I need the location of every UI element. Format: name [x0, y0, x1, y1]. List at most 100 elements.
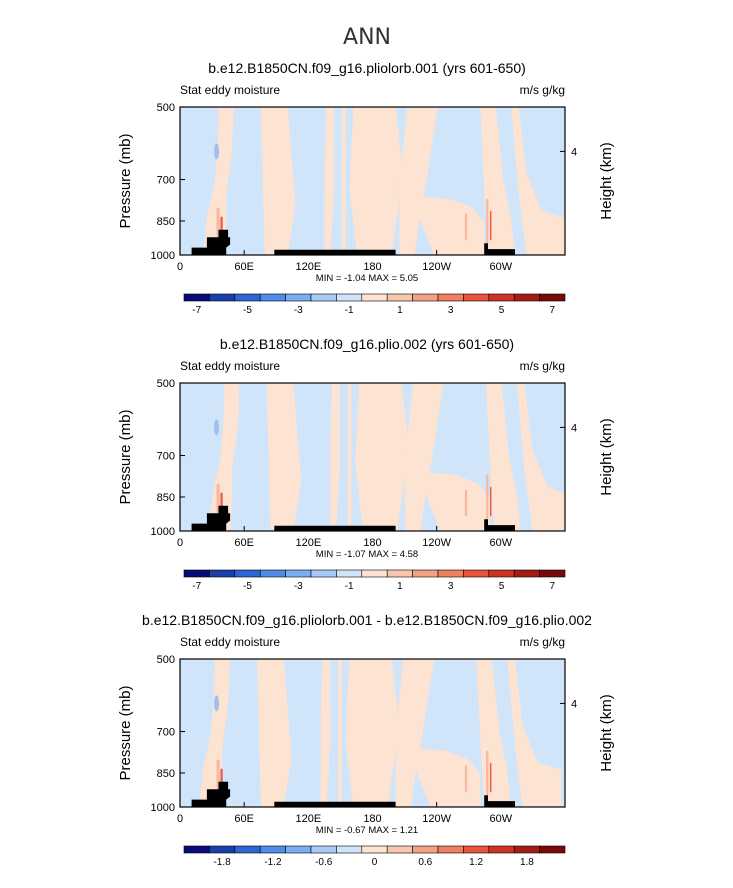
high-value-streak [489, 210, 492, 241]
colorbar-swatch [310, 845, 337, 854]
x-tick-label: 180 [363, 813, 381, 825]
colorbar-swatch [386, 569, 413, 578]
x-tick-label: 0 [177, 261, 183, 273]
high-value-streak [486, 198, 489, 244]
colorbar-swatch [285, 845, 312, 854]
colorbar-swatch [259, 845, 286, 854]
panel-right-label: m/s g/kg [520, 635, 565, 649]
positive-region [399, 107, 438, 255]
colorbar-swatch [234, 845, 261, 854]
x-tick-label: 60W [490, 813, 513, 825]
x-tick-label: 120W [422, 813, 451, 825]
y-right-axis-label: Height (km) [598, 694, 615, 772]
colorbar-swatch [285, 569, 312, 578]
colorbar-label: -1.8 [213, 857, 231, 868]
colorbar-swatch [463, 569, 490, 578]
colorbar-swatch [183, 845, 210, 854]
positive-region [476, 659, 512, 807]
colorbar-swatch [310, 569, 337, 578]
colorbar-label: 1 [397, 581, 403, 592]
x-tick-label: 180 [363, 261, 381, 273]
y-right-tick-label: 4 [571, 698, 577, 710]
colorbar-label: 5 [499, 581, 505, 592]
positive-region [355, 383, 410, 531]
colorbar-swatch [259, 293, 286, 302]
land-mask [191, 229, 231, 255]
x-tick-label: 60E [234, 537, 254, 549]
positive-region [324, 107, 334, 255]
y-tick-label: 1000 [151, 802, 175, 814]
panel-title: b.e12.B1850CN.f09_g16.plio.002 (yrs 601-… [220, 336, 514, 352]
y-right-tick-label: 4 [571, 422, 577, 434]
x-tick-label: 60E [234, 261, 254, 273]
x-tick-label: 120W [422, 261, 451, 273]
colorbar-label: -1 [345, 581, 354, 592]
panel-left-label: Stat eddy moisture [180, 83, 280, 97]
land-mask [484, 243, 515, 255]
land-mask [274, 525, 396, 531]
positive-region [341, 107, 346, 255]
positive-region [407, 747, 481, 807]
colorbar-swatch [285, 293, 312, 302]
colorbar-swatch [209, 845, 236, 854]
x-tick-label: 120W [422, 537, 451, 549]
colorbar-label: -1 [345, 305, 354, 316]
y-tick-label: 850 [157, 768, 175, 780]
x-tick-label: 0 [177, 813, 183, 825]
positive-region [405, 383, 444, 531]
positive-region [480, 107, 515, 255]
high-value-streak [486, 750, 489, 796]
colorbar: -7 -5 -3 -1 1 3 5 7 [183, 569, 566, 592]
colorbar-label: -3 [294, 305, 303, 316]
x-tick-label: 120E [295, 261, 321, 273]
y-tick-label: 1000 [151, 250, 175, 262]
colorbar-swatch [437, 293, 464, 302]
negative-blob [214, 695, 220, 712]
y-tick-label: 500 [157, 102, 175, 114]
positive-region [416, 471, 490, 531]
high-value-streak [464, 765, 468, 793]
stats-label: MIN = -1.04 MAX = 5.05 [316, 273, 418, 284]
colorbar-swatch [539, 845, 566, 854]
colorbar-swatch [234, 569, 261, 578]
panel-left-label: Stat eddy moisture [180, 359, 280, 373]
colorbar-label: 0 [372, 857, 378, 868]
colorbar-swatch [437, 569, 464, 578]
y-axis-label: Pressure (mb) [117, 685, 134, 780]
land-mask [274, 801, 396, 807]
panel-title: b.e12.B1850CN.f09_g16.pliolorb.001 - b.e… [142, 612, 592, 628]
x-tick-label: 60W [490, 537, 513, 549]
positive-region [222, 383, 232, 531]
land-mask [484, 519, 515, 531]
y-tick-label: 500 [157, 378, 175, 390]
negative-blob [214, 143, 220, 160]
positive-region [349, 107, 404, 255]
colorbar-swatch [361, 845, 388, 854]
land-mask [484, 795, 515, 807]
panel-right-label: m/s g/kg [520, 83, 565, 97]
positive-region [257, 659, 292, 807]
colorbar: -1.8 -1.2 -0.6 0 0.6 1.2 1.8 [183, 845, 566, 868]
positive-region [347, 383, 352, 531]
colorbar-label: -5 [243, 305, 252, 316]
positive-region [511, 107, 565, 255]
positive-region [320, 659, 331, 807]
colorbar-swatch [259, 569, 286, 578]
y-right-tick-label: 4 [571, 146, 577, 158]
positive-region [266, 383, 302, 531]
colorbar-swatch [488, 569, 515, 578]
stats-label: MIN = -0.67 MAX = 1.21 [316, 825, 418, 836]
colorbar-swatch [412, 293, 439, 302]
positive-region [260, 107, 296, 255]
colorbar-swatch [209, 569, 236, 578]
panel-2: b.e12.B1850CN.f09_g16.plio.002 (yrs 601-… [117, 336, 615, 592]
colorbar-swatch [412, 845, 439, 854]
colorbar-label: -7 [192, 305, 201, 316]
positive-region [330, 383, 340, 531]
high-value-streak [489, 486, 492, 517]
colorbar-swatch [183, 293, 210, 302]
panel-left-label: Stat eddy moisture [180, 635, 280, 649]
x-tick-label: 180 [363, 537, 381, 549]
y-tick-label: 500 [157, 654, 175, 666]
